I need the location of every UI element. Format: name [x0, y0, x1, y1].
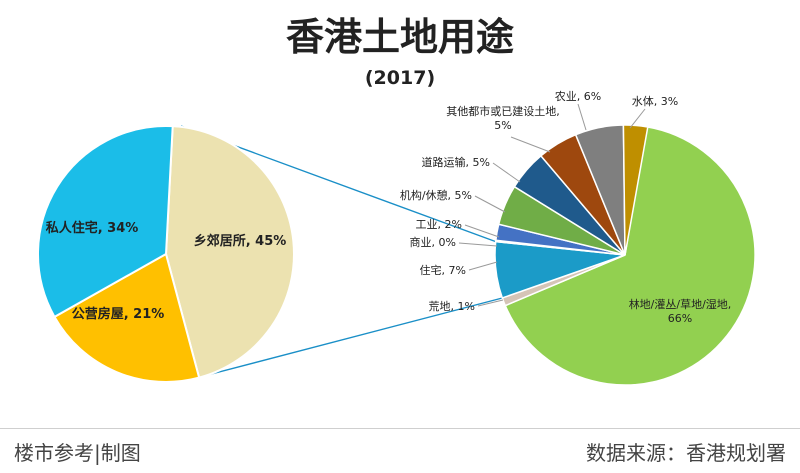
leader-line-5: [474, 195, 506, 213]
right-slice-label-1: 荒地, 1%: [429, 300, 475, 313]
leader-line-6: [492, 162, 521, 183]
right-pie-labels: 林地/灌丛/草地/湿地,66% 荒地, 1% 住宅, 7% 商业, 0% 工业, 2% 机…: [400, 89, 731, 325]
footer: 楼市参考|制图 数据来源：香港规划署: [0, 428, 800, 473]
left-pie-labels: 乡郊居所, 45% 公营房屋, 21% 私人住宅, 34%: [46, 220, 287, 322]
right-slice-label-3: 商业, 0%: [410, 235, 456, 249]
right-slice-label-4: 工业, 2%: [416, 218, 462, 231]
leader-line-2: [468, 261, 498, 271]
right-slice-label-6: 道路运输, 5%: [422, 155, 490, 169]
left-slice-label-1: 公营房屋, 21%: [72, 306, 165, 322]
right-slice-label-0: 林地/灌丛/草地/湿地,: [629, 297, 732, 311]
chart-title: 香港土地用途: [286, 15, 514, 59]
leader-line-3: [458, 242, 498, 247]
footer-source: 数据来源：香港规划署: [586, 441, 786, 465]
left-slice-label-0: 乡郊居所, 45%: [194, 233, 287, 249]
right-slice-label-5: 机构/休憩, 5%: [400, 188, 472, 202]
leader-line-7: [510, 136, 551, 153]
leader-line-4: [464, 224, 500, 238]
right-pie-slice-9: [622, 124, 649, 256]
right-slice-label-0-line2: 66%: [668, 312, 692, 325]
leader-line-8: [577, 103, 587, 131]
chart-canvas: 香港土地用途 (2017) 林地/灌丛/草地/湿地,66% 荒地, 1% 住宅, 7…: [37, 15, 756, 386]
left-pie-slice-0: [164, 125, 295, 379]
right-slice-label-7-line2: 5%: [494, 119, 511, 132]
right-pie: [494, 124, 756, 386]
leader-line-9: [629, 108, 646, 129]
right-pie-slice-0: [504, 125, 756, 386]
chart-subtitle: (2017): [365, 67, 435, 89]
connector-bottom: [195, 297, 503, 379]
right-slice-label-7: 其他都市或已建设土地,: [446, 104, 560, 118]
right-slice-label-9: 水体, 3%: [632, 94, 678, 108]
leader-line-1: [477, 299, 504, 307]
left-pie: [37, 125, 295, 383]
right-slice-label-2: 住宅, 7%: [420, 263, 466, 277]
right-slice-label-8: 农业, 6%: [555, 89, 601, 103]
left-slice-label-2: 私人住宅, 34%: [46, 220, 139, 236]
left-pie-slice-1: [53, 252, 201, 383]
left-pie-slice-2: [37, 125, 174, 319]
footer-credit: 楼市参考|制图: [14, 441, 141, 465]
